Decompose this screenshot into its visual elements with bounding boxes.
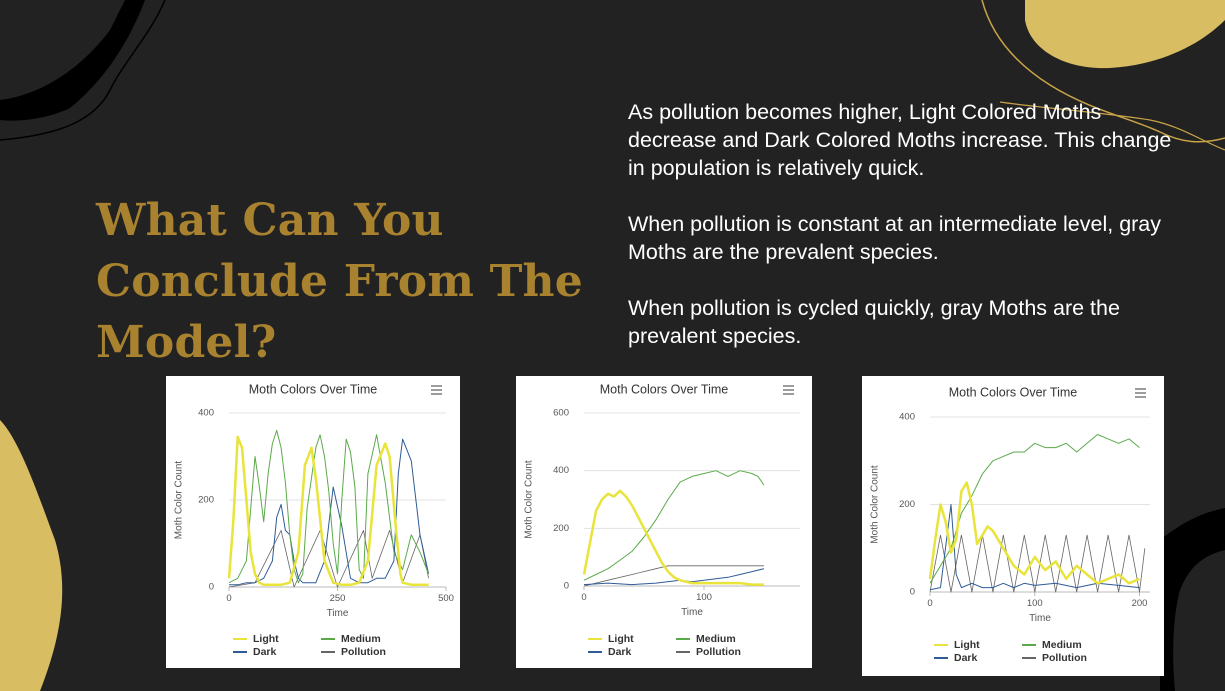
legend-label-pollution: Pollution	[341, 646, 386, 658]
series-line-medium	[228, 429, 430, 584]
x-tick-label: 0	[927, 598, 932, 609]
chart-title: Moth Colors Over Time	[600, 382, 729, 396]
x-axis-label: Time	[327, 608, 349, 619]
x-tick-label: 100	[1027, 598, 1043, 609]
slide-title: What Can You Conclude From The Model?	[96, 190, 583, 373]
x-tick-label: 500	[438, 593, 454, 604]
y-tick-label: 0	[564, 581, 569, 592]
chart-3: Moth Colors Over Time 0 200 400 0 100 200 Time M…	[870, 385, 1150, 664]
x-tick-label: 100	[696, 592, 712, 603]
x-tick-label: 250	[330, 593, 346, 604]
series-line-pollution	[929, 534, 1146, 593]
legend-label-dark: Dark	[954, 652, 978, 664]
y-tick-label: 200	[899, 499, 915, 510]
conclusions-text: As pollution becomes higher, Light Color…	[628, 98, 1188, 378]
series-line-pollution	[583, 565, 764, 587]
y-tick-label: 400	[899, 412, 915, 423]
y-axis-label: Moth Color Count	[524, 460, 535, 539]
chart-title: Moth Colors Over Time	[949, 385, 1078, 399]
conclusion-paragraph: When pollution is cycled quickly, gray M…	[628, 296, 1120, 348]
legend-label-light: Light	[954, 639, 980, 651]
x-tick-label: 0	[226, 593, 231, 604]
series-line-light	[928, 481, 1140, 585]
y-tick-label: 200	[553, 523, 569, 534]
series-line-dark	[583, 568, 765, 586]
title-line: Conclude From The	[96, 256, 583, 307]
chart-2: Moth Colors Over Time 0 200 400 600 0 100 Time M…	[524, 382, 800, 658]
legend-label-light: Light	[608, 633, 634, 645]
hamburger-menu-icon[interactable]	[1135, 388, 1146, 398]
legend-label-pollution: Pollution	[696, 646, 741, 658]
x-axis-label: Time	[1029, 613, 1051, 624]
chart-card-3: Moth Colors Over Time 0 200 400 0 100 200 Time M…	[862, 376, 1164, 676]
title-line: Model?	[96, 317, 277, 368]
conclusion-paragraph: When pollution is constant at an interme…	[628, 212, 1162, 264]
chart-title: Moth Colors Over Time	[249, 382, 378, 396]
hamburger-menu-icon[interactable]	[431, 385, 442, 395]
series-line-light	[227, 435, 429, 587]
legend-label-pollution: Pollution	[1042, 652, 1087, 664]
legend-label-dark: Dark	[253, 646, 277, 658]
legend-label-dark: Dark	[608, 646, 632, 658]
chart-card-2: Moth Colors Over Time 0 200 400 600 0 100 Time M…	[516, 376, 812, 668]
y-tick-label: 400	[198, 408, 214, 419]
y-axis-label: Moth Color Count	[870, 465, 881, 544]
series-line-light	[582, 489, 764, 586]
title-line: What Can You	[96, 195, 444, 246]
y-tick-label: 400	[553, 465, 569, 476]
y-tick-label: 0	[209, 582, 214, 593]
x-axis-label: Time	[681, 607, 703, 618]
conclusion-paragraph: As pollution becomes higher, Light Color…	[628, 100, 1172, 180]
y-tick-label: 0	[910, 587, 915, 598]
series-line-medium	[929, 434, 1140, 584]
series-line-pollution	[228, 530, 429, 588]
hamburger-menu-icon[interactable]	[783, 385, 794, 395]
y-axis-label: Moth Color Count	[174, 461, 185, 540]
x-tick-label: 200	[1132, 598, 1148, 609]
x-tick-label: 0	[581, 592, 586, 603]
y-tick-label: 200	[198, 495, 214, 506]
legend-label-medium: Medium	[696, 633, 736, 645]
chart-1: Moth Colors Over Time 0 200 400 0 250 500 Time M…	[174, 382, 454, 658]
legend-label-medium: Medium	[1042, 639, 1082, 651]
series-line-medium	[583, 470, 765, 581]
legend-label-medium: Medium	[341, 633, 381, 645]
series-line-dark	[929, 504, 1140, 591]
chart-card-1: Moth Colors Over Time 0 200 400 0 250 500 Time M…	[166, 376, 460, 668]
legend-label-light: Light	[253, 633, 279, 645]
y-tick-label: 600	[553, 408, 569, 419]
